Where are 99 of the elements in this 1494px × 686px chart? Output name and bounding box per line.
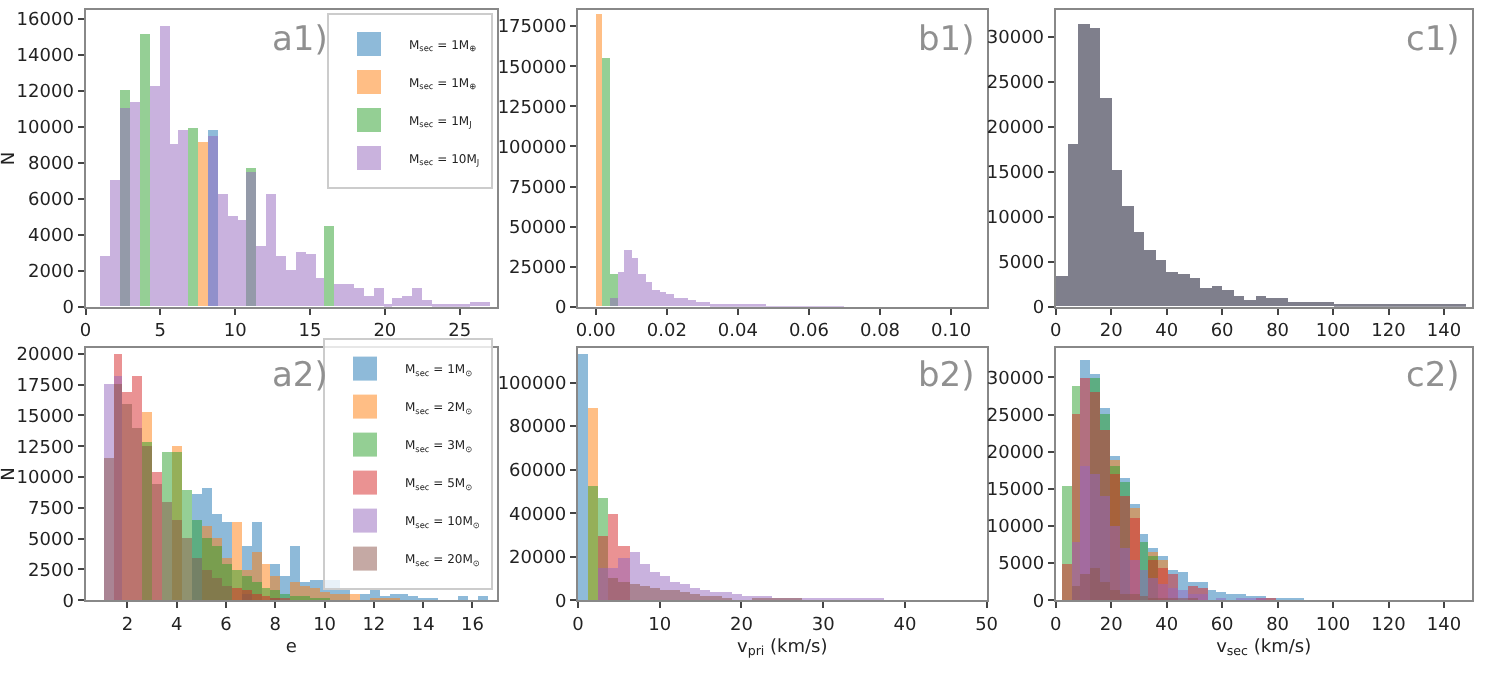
x-tick-label: 0.00 [575,322,617,343]
x-tick-label: 14 [411,615,436,636]
y-tick-label: 0 [554,592,567,613]
x-tick-label: 2 [121,615,134,636]
x-tick-label: 10 [313,615,337,636]
x-tick-label: 80 [1266,615,1290,636]
y-tick-label: 12000 [16,83,75,104]
y-tick-label: 2000 [28,263,75,284]
y-tick-label: 10000 [986,518,1045,539]
x-tick-label: 30 [811,615,836,636]
y-tick-label: 8000 [28,155,75,176]
y-tick-label: 0 [554,299,567,320]
y-tick-label: 0 [62,592,75,613]
annotation: b2) [918,356,975,396]
x-tick-label: 100 [1315,615,1351,636]
y-tick-label: 80000 [509,418,567,439]
y-tick-label: 75000 [509,178,567,199]
y-tick-label: 100000 [497,374,567,395]
y-tick-label: 50000 [509,218,567,239]
y-tick-label: 0 [1032,592,1045,613]
x-tick-label: 0 [572,615,585,636]
x-tick-label: 140 [1426,322,1462,343]
y-tick-label: 7500 [28,500,75,521]
y-tick-label: 100000 [497,138,567,159]
x-tick-label: 0.06 [788,322,830,343]
x-tick-label: 4 [170,615,183,636]
y-tick-label: 20000 [509,549,567,570]
y-axis-title: N [0,467,20,481]
y-tick-label: 5000 [28,530,75,551]
y-tick-label: 25000 [986,406,1045,427]
x-tick-label: 40 [893,615,917,636]
y-tick-label: 12500 [16,438,75,459]
x-tick-label: 20 [1099,615,1124,636]
x-tick-label: 80 [1266,322,1290,343]
x-tick-label: 25 [448,322,472,343]
annotation: a1) [272,20,328,60]
x-tick-label: 0 [1049,615,1062,636]
x-tick-label: 16 [461,615,485,636]
x-tick-label: 50 [975,615,999,636]
x-tick-label: 120 [1371,615,1407,636]
x-tick-label: 40 [1155,615,1179,636]
y-tick-label: 20000 [986,444,1045,465]
annotation: c2) [1406,356,1460,396]
y-tick-label: 20000 [16,346,75,367]
y-tick-label: 2500 [28,561,75,582]
y-tick-label: 5000 [998,555,1045,576]
x-tick-label: 12 [362,615,386,636]
y-axis-title: N [0,151,20,166]
y-tick-label: 17500 [16,376,75,397]
y-tick-label: 10000 [16,119,75,140]
annotation: b1) [918,20,975,60]
x-tick-label: 40 [1155,322,1179,343]
x-tick-label: 0.10 [931,322,972,343]
annotation: c1) [1406,20,1460,60]
x-tick-label: 20 [373,322,397,343]
x-tick-label: 5 [154,322,167,343]
x-tick-label: 20 [1099,322,1124,343]
y-tick-label: 15000 [986,481,1045,502]
x-axis-title: e [285,637,298,658]
x-tick-label: 15 [298,322,322,343]
x-tick-label: 0.02 [646,322,687,343]
y-tick-label: 40000 [509,505,567,526]
y-tick-label: 4000 [28,227,75,248]
annotation: a2) [272,356,328,396]
x-tick-label: 120 [1371,322,1407,343]
y-tick-label: 6000 [28,191,75,212]
y-tick-label: 14000 [16,47,75,68]
y-tick-label: 150000 [497,58,567,79]
x-tick-label: 60 [1210,322,1235,343]
y-tick-label: 10000 [16,469,75,490]
y-tick-label: 0 [62,299,75,320]
y-tick-label: 16000 [16,11,75,32]
x-tick-label: 10 [223,322,248,343]
y-tick-label: 5000 [998,254,1045,275]
x-tick-label: 8 [269,615,282,636]
y-tick-label: 15000 [16,407,75,428]
y-tick-label: 25000 [986,74,1045,95]
x-tick-label: 100 [1315,322,1351,343]
y-tick-label: 60000 [509,461,567,482]
x-tick-label: 10 [648,615,672,636]
x-axis-title: v$_{sec}$ (km/s) [1216,637,1312,660]
x-tick-label: 0.08 [859,322,901,343]
x-tick-label: 140 [1426,615,1462,636]
x-tick-label: 60 [1210,615,1235,636]
y-tick-label: 25000 [509,259,567,280]
x-tick-label: 6 [220,615,233,636]
y-tick-label: 30000 [986,29,1045,50]
y-tick-label: 175000 [497,18,567,39]
y-tick-label: 15000 [986,164,1045,185]
x-tick-label: 20 [729,615,754,636]
y-tick-label: 20000 [986,119,1045,140]
x-tick-label: 0 [79,322,92,343]
x-tick-label: 0 [1049,322,1062,343]
x-tick-label: 0.04 [717,322,759,343]
y-tick-label: 0 [1032,299,1045,320]
y-tick-label: 10000 [986,209,1045,230]
y-tick-label: 125000 [497,98,567,119]
x-axis-title: v$_{pri}$ (km/s) [737,637,828,660]
y-tick-label: 30000 [986,369,1045,390]
